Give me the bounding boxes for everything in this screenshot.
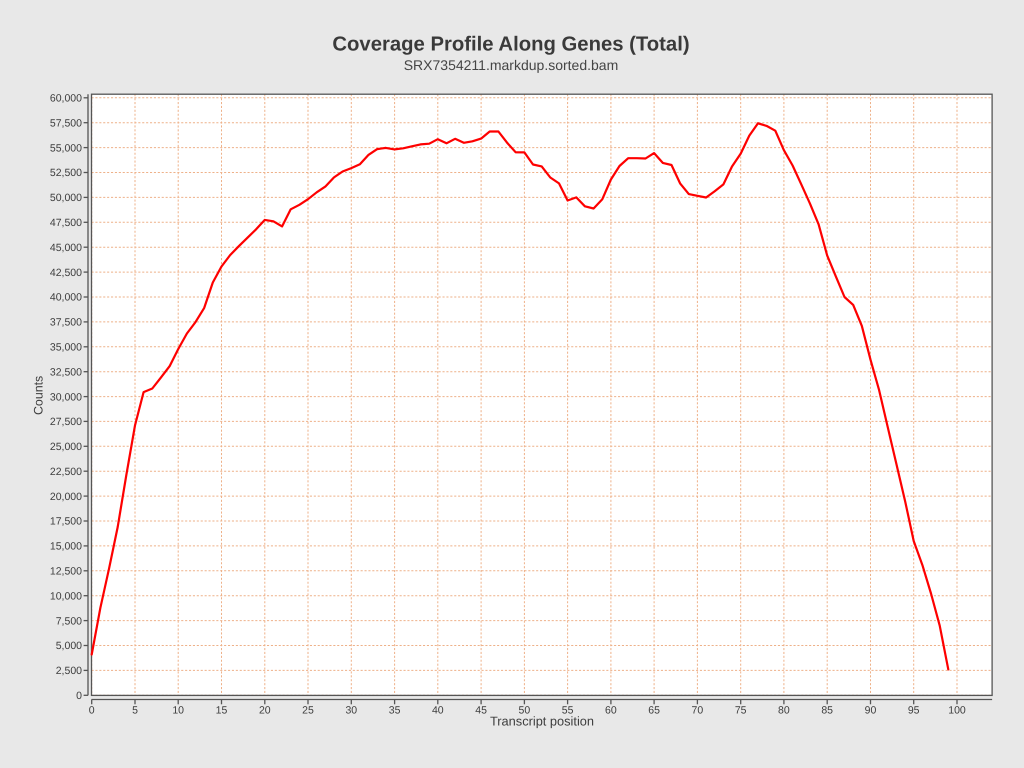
svg-text:47,500: 47,500 (50, 217, 82, 229)
svg-text:12,500: 12,500 (50, 566, 82, 578)
svg-text:75: 75 (735, 705, 747, 717)
svg-text:50: 50 (519, 705, 531, 717)
svg-text:15: 15 (216, 705, 228, 717)
svg-text:0: 0 (89, 705, 95, 717)
svg-text:90: 90 (865, 705, 877, 717)
svg-text:17,500: 17,500 (50, 516, 82, 528)
svg-text:45: 45 (475, 705, 487, 717)
svg-text:27,500: 27,500 (50, 416, 82, 428)
svg-text:SRX7354211.markdup.sorted.bam: SRX7354211.markdup.sorted.bam (404, 57, 619, 73)
svg-text:80: 80 (778, 705, 790, 717)
svg-text:42,500: 42,500 (50, 267, 82, 279)
svg-text:35,000: 35,000 (50, 342, 82, 354)
svg-text:25: 25 (302, 705, 314, 717)
svg-text:22,500: 22,500 (50, 466, 82, 478)
svg-text:20: 20 (259, 705, 271, 717)
svg-text:50,000: 50,000 (50, 192, 82, 204)
svg-text:30: 30 (345, 705, 357, 717)
svg-text:60,000: 60,000 (50, 93, 82, 105)
svg-text:65: 65 (648, 705, 660, 717)
svg-text:40: 40 (432, 705, 444, 717)
svg-text:20,000: 20,000 (50, 491, 82, 503)
svg-text:5,000: 5,000 (56, 640, 82, 652)
svg-text:37,500: 37,500 (50, 317, 82, 329)
svg-text:70: 70 (692, 705, 704, 717)
svg-text:Counts: Counts (31, 376, 45, 415)
svg-text:35: 35 (389, 705, 401, 717)
svg-text:15,000: 15,000 (50, 541, 82, 553)
svg-text:5: 5 (132, 705, 138, 717)
svg-text:60: 60 (605, 705, 617, 717)
svg-text:55,000: 55,000 (50, 142, 82, 154)
svg-text:52,500: 52,500 (50, 167, 82, 179)
svg-text:40,000: 40,000 (50, 292, 82, 304)
svg-text:10,000: 10,000 (50, 590, 82, 602)
svg-text:25,000: 25,000 (50, 441, 82, 453)
svg-text:30,000: 30,000 (50, 391, 82, 403)
svg-text:Transcript position: Transcript position (490, 714, 594, 729)
svg-text:7,500: 7,500 (56, 615, 82, 627)
svg-text:32,500: 32,500 (50, 366, 82, 378)
svg-text:55: 55 (562, 705, 574, 717)
svg-text:57,500: 57,500 (50, 117, 82, 129)
svg-text:45,000: 45,000 (50, 242, 82, 254)
svg-text:Coverage Profile Along Genes (: Coverage Profile Along Genes (Total) (332, 33, 689, 55)
svg-text:100: 100 (948, 705, 966, 717)
svg-text:2,500: 2,500 (56, 665, 82, 677)
svg-text:85: 85 (821, 705, 833, 717)
svg-text:95: 95 (908, 705, 920, 717)
svg-text:0: 0 (76, 690, 82, 702)
svg-text:10: 10 (172, 705, 184, 717)
